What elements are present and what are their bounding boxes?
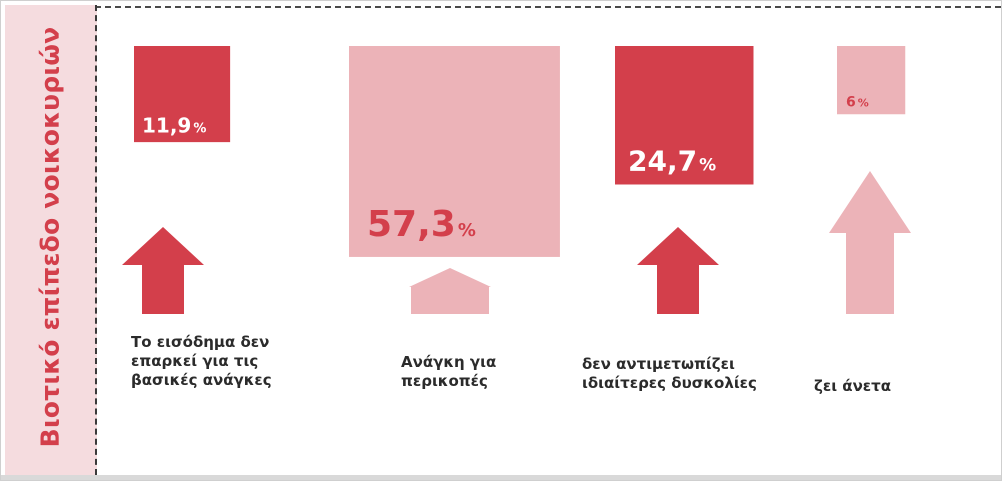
category-label-4: ζει άνετα <box>814 377 891 395</box>
value-number: 11,9 <box>142 114 191 138</box>
top-dashed-divider <box>95 6 1001 8</box>
value-square-3 <box>615 46 754 185</box>
value-unit: % <box>699 156 716 176</box>
category-label-line: Το εισόδημα δεν <box>131 333 269 351</box>
value-number: 6 <box>846 94 856 110</box>
value-unit: % <box>458 220 476 241</box>
sidebar-panel: Βιοτικό επίπεδο νοικοκυριών <box>5 5 97 475</box>
up-arrow-icon <box>829 171 911 314</box>
category-label-1: Το εισόδημα δεν επαρκεί για τις βασικές αν… <box>131 333 272 389</box>
value-label-1: 11,9% <box>142 114 206 138</box>
category-label-2: Ανάγκη για περικοπές <box>401 353 496 390</box>
category-label-line: δεν αντιμετωπίζει <box>582 355 735 373</box>
value-number: 57,3 <box>367 204 456 245</box>
value-number: 24,7 <box>628 145 697 178</box>
value-square-1 <box>134 46 231 143</box>
value-square-2 <box>349 46 560 257</box>
value-label-3: 24,7% <box>628 145 716 178</box>
category-label-line: ζει άνετα <box>814 377 891 395</box>
up-arrow-icon <box>409 268 491 314</box>
category-label-line: ιδιαίτερες δυσκολίες <box>582 374 757 392</box>
value-label-4: 6% <box>846 94 869 110</box>
up-arrow-icon <box>122 227 204 314</box>
category-label-line: περικοπές <box>401 372 488 390</box>
value-square-4 <box>837 46 906 115</box>
up-arrow-icon <box>637 227 719 314</box>
value-label-2: 57,3% <box>367 204 476 245</box>
category-label-3: δεν αντιμετωπίζει ιδιαίτερες δυσκολίες <box>582 355 757 392</box>
value-unit: % <box>193 122 206 137</box>
value-unit: % <box>858 96 869 109</box>
category-label-line: Ανάγκη για <box>401 353 496 371</box>
category-label-line: βασικές ανάγκες <box>131 371 272 389</box>
bottom-shadow <box>1 475 1001 480</box>
category-label-line: επαρκεί για τις <box>131 352 258 370</box>
